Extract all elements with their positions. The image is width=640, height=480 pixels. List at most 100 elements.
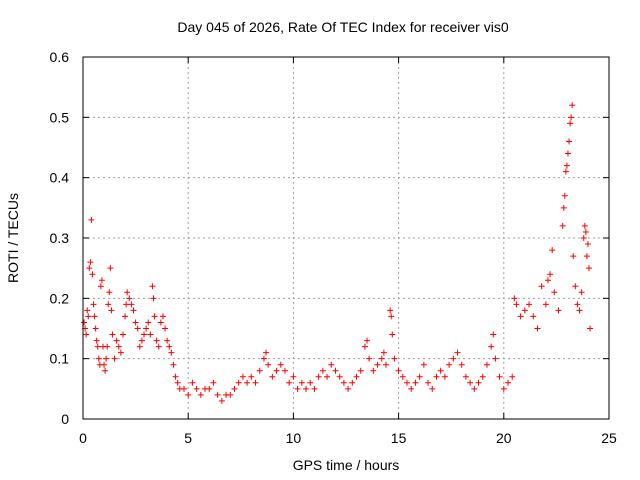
data-point	[534, 325, 541, 332]
data-point	[513, 301, 520, 308]
data-point	[159, 313, 166, 320]
data-point	[151, 313, 158, 320]
data-point	[395, 367, 402, 374]
x-tick-label: 15	[391, 430, 407, 446]
data-point	[544, 277, 551, 284]
data-point	[94, 343, 101, 350]
data-point	[366, 355, 373, 362]
data-point	[581, 222, 588, 229]
grid-lines	[83, 57, 609, 419]
data-point	[564, 150, 571, 157]
data-point	[538, 283, 545, 290]
data-point	[364, 337, 371, 344]
data-point	[303, 385, 310, 392]
data-point	[349, 379, 356, 386]
data-point	[123, 301, 130, 308]
data-point	[475, 379, 482, 386]
data-point	[143, 325, 150, 332]
data-point	[134, 325, 141, 332]
data-point	[420, 361, 427, 368]
data-point	[483, 361, 490, 368]
y-tick-label: 0	[61, 411, 69, 427]
data-point	[150, 295, 157, 302]
data-point	[141, 331, 148, 338]
data-point	[153, 337, 160, 344]
x-tick-label: 25	[601, 430, 617, 446]
data-point	[281, 367, 288, 374]
data-point	[307, 379, 314, 386]
data-point	[122, 313, 129, 320]
data-point	[81, 319, 88, 326]
y-axis-label: ROTI / TECUs	[5, 193, 21, 283]
data-point	[90, 301, 97, 308]
data-point	[319, 367, 326, 374]
data-point	[574, 301, 581, 308]
data-point	[273, 367, 280, 374]
data-point	[446, 361, 453, 368]
data-point	[454, 349, 461, 356]
y-tick-label: 0.1	[50, 351, 70, 367]
data-point	[87, 259, 94, 266]
data-point	[521, 307, 528, 314]
data-point	[549, 247, 556, 254]
y-tick-label: 0.4	[50, 170, 70, 186]
data-point	[180, 385, 187, 392]
data-point	[353, 373, 360, 380]
data-point	[235, 379, 242, 386]
data-point	[263, 349, 270, 356]
data-point	[239, 373, 246, 380]
data-point	[109, 331, 116, 338]
data-point	[105, 301, 112, 308]
data-point	[138, 337, 145, 344]
data-point	[382, 361, 389, 368]
data-point	[277, 361, 284, 368]
data-point	[586, 265, 593, 272]
data-point	[471, 385, 478, 392]
data-point	[388, 313, 395, 320]
data-point	[582, 228, 589, 235]
data-point	[101, 361, 108, 368]
data-point	[227, 391, 234, 398]
y-tick-label: 0.2	[50, 290, 70, 306]
data-point	[83, 331, 90, 338]
data-point	[102, 367, 109, 374]
data-point	[93, 337, 100, 344]
data-point	[576, 307, 583, 314]
data-point	[569, 102, 576, 109]
data-point	[450, 355, 457, 362]
data-point	[85, 313, 92, 320]
data-point	[145, 319, 152, 326]
data-point	[578, 289, 585, 296]
axis-ticks	[82, 56, 610, 420]
data-point	[117, 349, 124, 356]
data-points	[81, 102, 594, 404]
data-point	[218, 397, 225, 404]
data-point	[547, 271, 554, 278]
data-point	[132, 319, 139, 326]
data-point	[361, 343, 368, 350]
data-point	[111, 355, 118, 362]
data-point	[260, 355, 267, 362]
data-point	[164, 337, 171, 344]
data-point	[185, 391, 192, 398]
data-point	[562, 168, 569, 175]
data-point	[509, 373, 516, 380]
data-point	[404, 379, 411, 386]
data-point	[563, 162, 570, 169]
data-point	[492, 355, 499, 362]
data-point	[566, 138, 573, 145]
data-point	[113, 337, 120, 344]
data-point	[119, 331, 126, 338]
y-tick-label: 0.6	[50, 49, 70, 65]
x-tick-labels: 0 5 10 15 20 25	[79, 430, 617, 446]
data-point	[210, 379, 217, 386]
data-point	[416, 373, 423, 380]
data-point	[265, 361, 272, 368]
data-point	[136, 343, 143, 350]
data-point	[570, 253, 577, 260]
data-point	[587, 325, 594, 332]
data-point	[97, 283, 104, 290]
data-point	[462, 373, 469, 380]
data-point	[467, 379, 474, 386]
